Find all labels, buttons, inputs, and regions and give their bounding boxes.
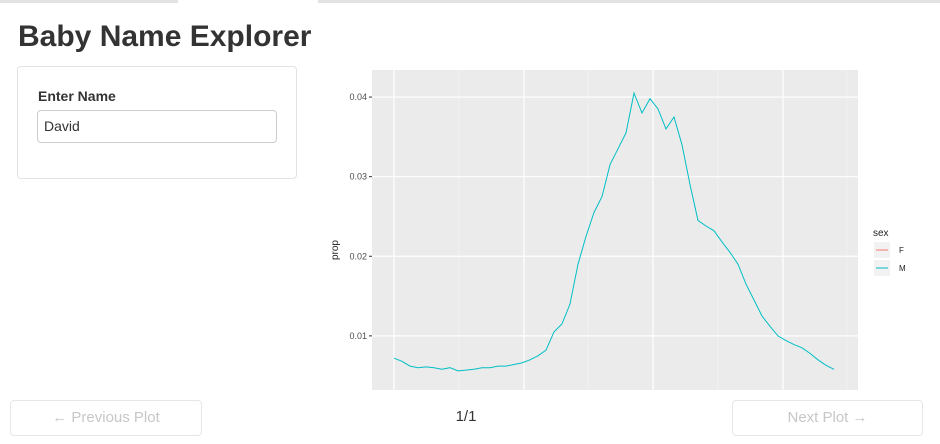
next-button[interactable]: Next Plot → (732, 400, 923, 436)
y-tick-label: 0.02 (349, 251, 367, 261)
arrow-icon: → (848, 409, 868, 426)
name-input[interactable]: David (37, 110, 277, 143)
y-tick-label: 0.01 (349, 331, 367, 341)
y-tick-label: 0.03 (349, 172, 367, 182)
page-indicator: 1/1 (455, 408, 477, 425)
y-tick-label: 0.04 (349, 92, 367, 102)
button-label: Next Plot (787, 409, 849, 426)
panel (372, 70, 858, 390)
legend-label: F (899, 246, 904, 255)
arrow-icon: ← (52, 409, 72, 426)
chart: prop sex 0.01 0.02 0.03 0.04 FM (330, 70, 906, 390)
input-label: Enter Name (38, 88, 116, 104)
legend-title: sex (873, 228, 889, 239)
x-grid (393, 70, 784, 390)
sidebar-panel: Enter Name David (17, 66, 297, 179)
y-axis-label: prop (330, 240, 341, 260)
previous-button[interactable]: ← Previous Plot (10, 400, 202, 436)
line-series (393, 91, 835, 372)
legend-label: M (899, 264, 906, 273)
active-tab[interactable] (178, 0, 318, 3)
tab-bar (0, 0, 940, 3)
page-title: Baby Name Explorer (18, 20, 312, 53)
button-label: Previous Plot (71, 409, 160, 426)
